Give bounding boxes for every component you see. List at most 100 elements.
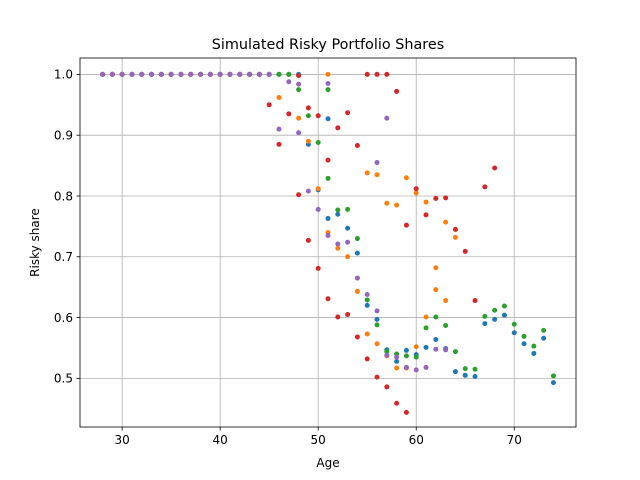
data-point-series-2 — [335, 245, 341, 251]
data-point-series-5 — [325, 81, 331, 87]
data-point-series-2 — [433, 287, 439, 293]
data-point-series-3 — [472, 366, 478, 372]
x-tick-label: 30 — [115, 433, 130, 447]
data-point-series-4 — [345, 312, 351, 318]
data-point-series-3 — [364, 297, 370, 303]
y-axis-label: Risky share — [28, 208, 42, 277]
data-point-series-5 — [119, 71, 125, 77]
data-point-series-3 — [276, 71, 282, 77]
data-point-series-3 — [521, 333, 527, 339]
data-point-series-1 — [345, 225, 351, 231]
y-tick-label: 0.9 — [54, 129, 73, 143]
data-point-series-3 — [345, 206, 351, 212]
data-point-series-1 — [462, 372, 468, 378]
data-point-series-5 — [256, 71, 262, 77]
data-point-series-3 — [305, 113, 311, 119]
data-point-series-4 — [413, 186, 419, 192]
data-point-series-4 — [286, 111, 292, 117]
data-point-series-3 — [492, 307, 498, 313]
axes-frame — [79, 57, 577, 428]
data-point-series-3 — [452, 349, 458, 355]
data-point-series-4 — [364, 356, 370, 362]
data-point-series-2 — [364, 170, 370, 176]
data-point-series-2 — [403, 175, 409, 181]
data-point-series-4 — [305, 105, 311, 111]
data-point-series-1 — [374, 316, 380, 322]
data-point-series-5 — [247, 71, 253, 77]
data-point-series-1 — [394, 358, 400, 364]
data-point-series-5 — [315, 206, 321, 212]
data-point-series-2 — [394, 202, 400, 208]
data-point-series-3 — [462, 366, 468, 372]
data-point-series-4 — [315, 265, 321, 271]
data-point-series-5 — [227, 71, 233, 77]
data-point-series-3 — [413, 354, 419, 360]
data-point-series-4 — [374, 374, 380, 380]
data-point-series-4 — [354, 334, 360, 340]
x-axis-label: Age — [316, 456, 339, 470]
data-point-series-1 — [364, 302, 370, 308]
data-point-series-1 — [550, 380, 556, 386]
data-point-series-2 — [413, 344, 419, 350]
data-point-series-1 — [492, 316, 498, 322]
data-point-series-2 — [374, 172, 380, 178]
data-point-series-1 — [452, 369, 458, 375]
data-point-series-4 — [403, 222, 409, 228]
data-point-series-4 — [266, 102, 272, 108]
x-tick-label: 60 — [409, 433, 424, 447]
data-point-series-3 — [286, 71, 292, 77]
data-point-series-3 — [315, 139, 321, 145]
data-point-series-4 — [364, 71, 370, 77]
data-point-series-5 — [217, 71, 223, 77]
data-point-series-4 — [325, 157, 331, 163]
data-point-series-5 — [354, 275, 360, 281]
data-point-series-2 — [315, 186, 321, 192]
data-point-series-5 — [335, 241, 341, 247]
data-point-series-5 — [364, 291, 370, 297]
data-point-series-3 — [511, 321, 517, 327]
data-point-series-2 — [354, 288, 360, 294]
data-point-series-5 — [443, 347, 449, 353]
data-point-series-2 — [276, 95, 282, 101]
data-point-series-3 — [443, 322, 449, 328]
data-point-series-2 — [345, 254, 351, 260]
data-point-series-5 — [158, 71, 164, 77]
data-point-series-5 — [423, 364, 429, 370]
data-point-series-5 — [178, 71, 184, 77]
data-point-series-4 — [345, 110, 351, 116]
data-point-series-1 — [521, 341, 527, 347]
data-point-series-4 — [276, 141, 282, 147]
data-point-series-1 — [403, 347, 409, 353]
data-point-series-3 — [433, 314, 439, 320]
data-point-series-3 — [423, 325, 429, 331]
data-point-series-4 — [443, 195, 449, 201]
data-point-series-3 — [374, 322, 380, 328]
data-point-series-2 — [394, 365, 400, 371]
data-point-series-2 — [452, 234, 458, 240]
data-point-series-4 — [492, 165, 498, 171]
data-point-series-1 — [433, 336, 439, 342]
data-point-series-3 — [403, 353, 409, 359]
data-point-series-2 — [443, 219, 449, 225]
data-point-series-4 — [482, 184, 488, 190]
data-point-series-3 — [550, 373, 556, 379]
data-point-series-5 — [296, 130, 302, 136]
data-point-series-1 — [531, 350, 537, 356]
data-point-series-1 — [472, 374, 478, 380]
data-point-series-4 — [296, 73, 302, 79]
y-tick-label: 0.7 — [54, 250, 73, 264]
data-point-series-4 — [452, 226, 458, 232]
data-point-series-1 — [482, 321, 488, 327]
data-point-series-4 — [335, 314, 341, 320]
data-point-series-3 — [541, 327, 547, 333]
data-point-series-5 — [188, 71, 194, 77]
data-point-series-4 — [335, 125, 341, 131]
data-point-series-3 — [354, 236, 360, 242]
data-point-series-2 — [305, 138, 311, 144]
data-point-series-5 — [266, 71, 272, 77]
data-point-series-2 — [423, 199, 429, 205]
data-point-series-1 — [354, 250, 360, 256]
data-point-series-4 — [462, 248, 468, 254]
data-point-series-5 — [109, 71, 115, 77]
data-point-series-4 — [384, 71, 390, 77]
